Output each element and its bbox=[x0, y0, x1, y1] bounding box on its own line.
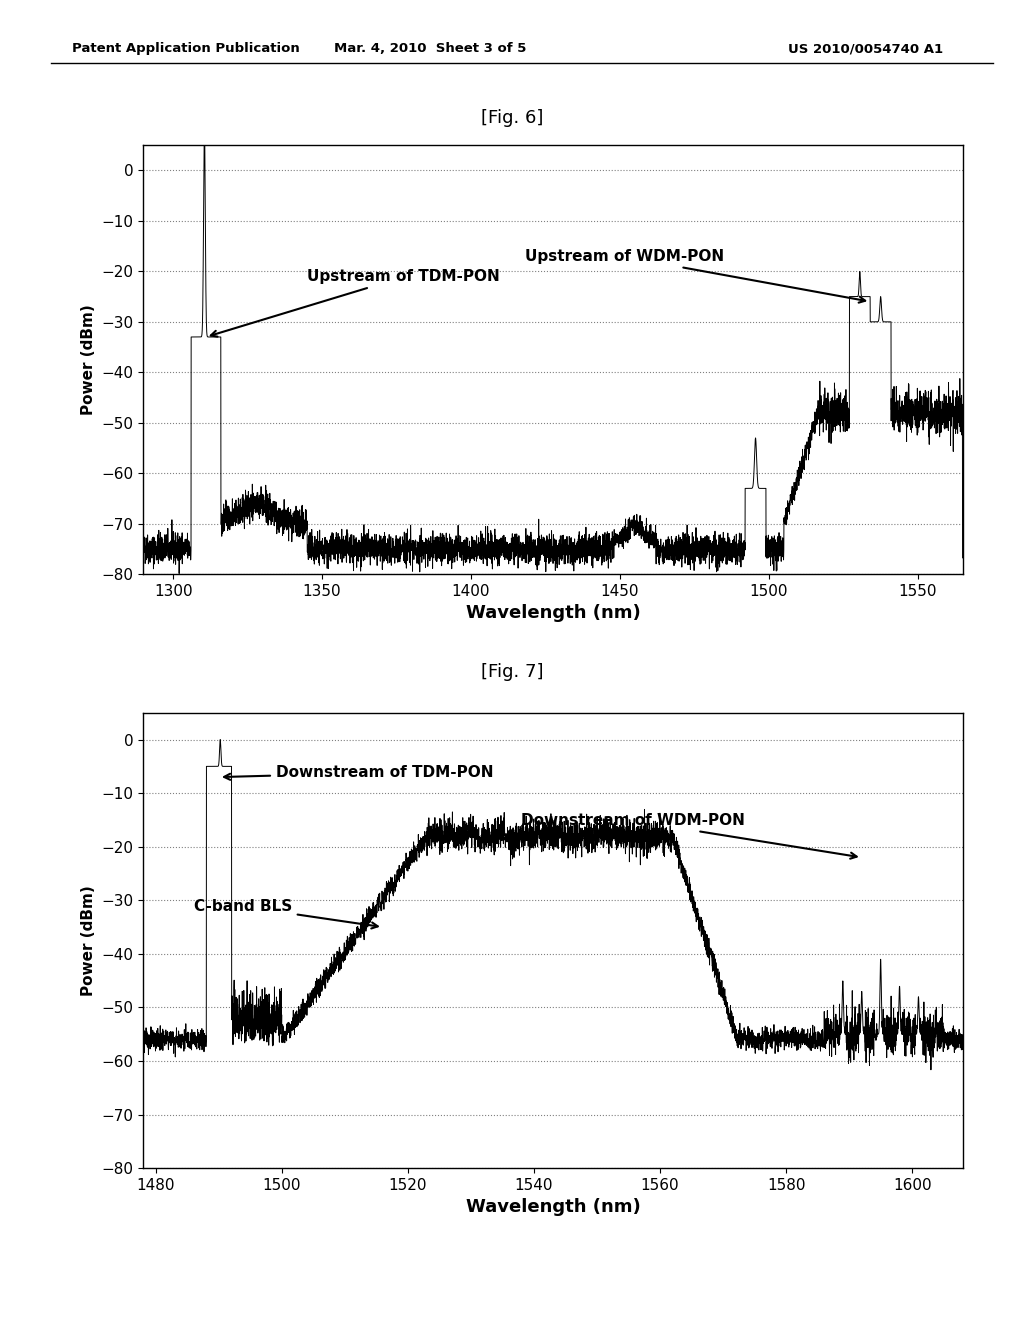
Text: [Fig. 6]: [Fig. 6] bbox=[481, 108, 543, 127]
Text: Upstream of WDM-PON: Upstream of WDM-PON bbox=[524, 249, 865, 302]
Text: C-band BLS: C-band BLS bbox=[194, 899, 378, 928]
Y-axis label: Power (dBm): Power (dBm) bbox=[81, 886, 96, 995]
Text: [Fig. 7]: [Fig. 7] bbox=[480, 663, 544, 681]
Text: Downstream of WDM-PON: Downstream of WDM-PON bbox=[521, 813, 857, 859]
X-axis label: Wavelength (nm): Wavelength (nm) bbox=[466, 1199, 640, 1217]
Y-axis label: Power (dBm): Power (dBm) bbox=[81, 305, 96, 414]
X-axis label: Wavelength (nm): Wavelength (nm) bbox=[466, 605, 640, 623]
Text: Patent Application Publication: Patent Application Publication bbox=[72, 42, 299, 55]
Text: Upstream of TDM-PON: Upstream of TDM-PON bbox=[211, 269, 500, 337]
Text: US 2010/0054740 A1: US 2010/0054740 A1 bbox=[788, 42, 943, 55]
Text: Downstream of TDM-PON: Downstream of TDM-PON bbox=[224, 766, 494, 780]
Text: Mar. 4, 2010  Sheet 3 of 5: Mar. 4, 2010 Sheet 3 of 5 bbox=[334, 42, 526, 55]
